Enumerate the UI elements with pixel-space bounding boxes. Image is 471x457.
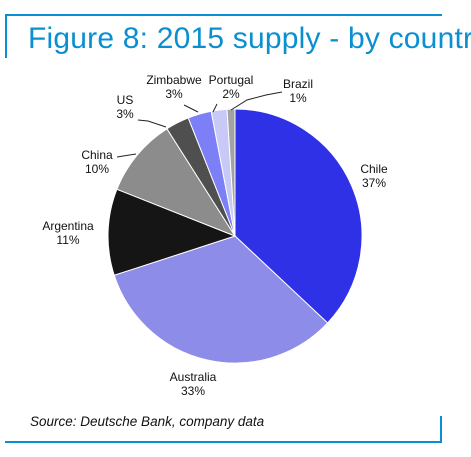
slice-label-zimbabwe: Zimbabwe (146, 73, 202, 87)
leader-line-brazil (230, 91, 283, 111)
slice-value-portugal: 2% (222, 87, 240, 101)
slice-label-australia: Australia (170, 370, 217, 384)
slice-label-brazil: Brazil (283, 77, 313, 91)
frame-top-rule (5, 14, 442, 16)
pie-slice-china (116, 128, 237, 238)
pie-slice-chile (234, 108, 363, 324)
leader-line-china (116, 153, 137, 158)
slice-label-portugal: Portugal (209, 73, 254, 87)
frame-bottom-rule (5, 441, 442, 443)
slice-label-chile: Chile (360, 162, 388, 176)
pie-slice-australia (113, 235, 329, 364)
source-note: Source: Deutsche Bank, company data (30, 414, 265, 429)
frame-left-rule (5, 14, 7, 58)
chart-title: Figure 8: 2015 supply - by country (28, 22, 471, 55)
slice-value-china: 10% (85, 162, 109, 176)
slice-value-brazil: 1% (289, 91, 307, 105)
slice-value-australia: 33% (181, 384, 205, 398)
pie-slice-brazil (226, 108, 236, 237)
slice-label-us: US (117, 93, 134, 107)
slice-label-china: China (81, 148, 113, 162)
leader-line-portugal (212, 103, 218, 113)
pie-slice-argentina (107, 188, 237, 276)
slice-label-argentina: Argentina (42, 219, 94, 233)
slice-value-us: 3% (116, 107, 134, 121)
slice-value-chile: 37% (362, 176, 386, 190)
leader-line-us (137, 119, 167, 128)
frame-right-rule (440, 416, 442, 443)
slice-value-zimbabwe: 3% (165, 87, 183, 101)
leader-line-zimbabwe (183, 104, 199, 113)
slice-value-argentina: 11% (56, 233, 79, 247)
